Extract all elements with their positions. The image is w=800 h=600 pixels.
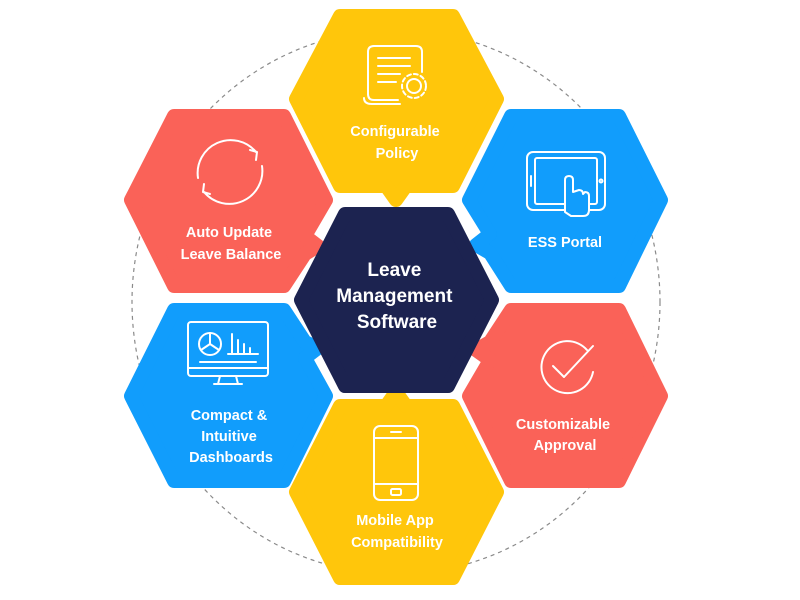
node-customizable-approval: Customizable Approval: [462, 303, 668, 488]
node-mobile-app-compatibility: Mobile App Compatibility: [289, 385, 504, 585]
label-line: Policy: [376, 146, 419, 162]
hexagon-auto-update-leave-balance: [124, 109, 333, 293]
label-auto-update-leave-balance: Auto Update Leave Balance: [181, 225, 282, 263]
checkmark-circle-icon: [540, 340, 594, 395]
label-mobile-app-compatibility: Mobile App Compatibility: [351, 513, 443, 551]
label-compact-intuitive-dashboards: Compact & Intuitive Dashboards: [189, 408, 273, 466]
node-configurable-policy: Configurable Policy: [289, 9, 504, 207]
monitor-dashboard-icon: [187, 321, 269, 385]
node-ess-portal: ESS Portal: [462, 109, 668, 293]
label-line: Configurable: [350, 124, 439, 140]
label-line: Mobile App: [356, 513, 434, 529]
label-line: Intuitive: [201, 429, 257, 445]
node-compact-intuitive-dashboards: Compact & Intuitive Dashboards: [124, 303, 333, 488]
label-line: Approval: [534, 438, 597, 454]
hexagon-customizable-approval: [462, 303, 668, 488]
label-ess-portal: ESS Portal: [528, 235, 602, 251]
smartphone-icon: [373, 425, 419, 501]
hexagon-center: [294, 207, 499, 393]
label-line: ESS Portal: [528, 235, 602, 251]
center-title-line: Leave: [367, 260, 421, 281]
hexagon-configurable-policy: [289, 9, 504, 207]
dashed-ring: [131, 29, 661, 575]
center-title-line: Management: [336, 286, 453, 307]
node-auto-update-leave-balance: Auto Update Leave Balance: [124, 109, 333, 293]
tablet-touch-icon: [526, 151, 606, 217]
label-line: Dashboards: [189, 450, 273, 466]
label-line: Leave Balance: [181, 247, 282, 263]
label-line: Compatibility: [351, 535, 443, 551]
node-center-leave-management-software: Leave Management Software: [294, 207, 499, 393]
hexagon-compact-intuitive-dashboards: [124, 303, 333, 488]
document-gear-icon: [363, 45, 427, 105]
label-line: Auto Update: [186, 225, 272, 241]
label-line: Compact &: [191, 408, 268, 424]
label-configurable-policy: Configurable Policy: [350, 124, 443, 162]
label-line: Customizable: [516, 417, 610, 433]
center-title-line: Software: [357, 312, 437, 333]
center-title: Leave Management Software: [336, 260, 457, 333]
refresh-cycle-icon: [196, 139, 264, 205]
label-customizable-approval: Customizable Approval: [516, 417, 614, 454]
